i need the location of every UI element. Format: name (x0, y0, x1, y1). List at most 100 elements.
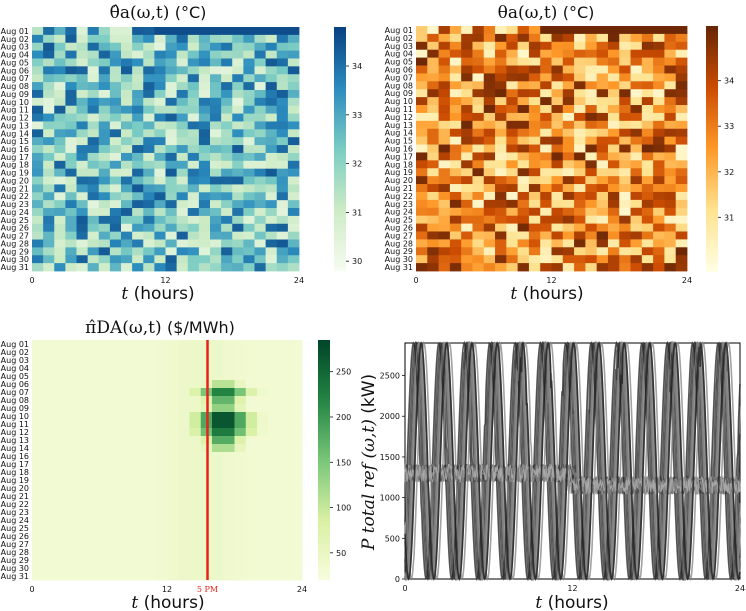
heatmap-cell (210, 137, 222, 146)
heatmap-cell (99, 532, 112, 541)
x-tick-label: 12 (160, 276, 170, 285)
heatmap-cell (243, 74, 255, 83)
heatmap-cell (143, 215, 155, 225)
heatmap-cell (472, 239, 485, 248)
heatmap-cell (76, 231, 89, 240)
heatmap-cell (461, 65, 473, 74)
heatmap-cell (54, 231, 66, 240)
heatmap-cell (210, 89, 222, 99)
heatmap-cell (268, 468, 280, 477)
series-line (404, 340, 741, 582)
heatmap-cell (132, 255, 144, 264)
heatmap-cell (54, 412, 67, 421)
heatmap-cell (562, 81, 575, 90)
heatmap-cell (232, 82, 244, 91)
heatmap-cell (32, 192, 44, 201)
heatmap-cell (143, 168, 155, 177)
heatmap-cell (109, 200, 122, 209)
heatmap-cell (607, 207, 620, 217)
heatmap-cell (438, 26, 451, 35)
heatmap-cell (210, 239, 222, 248)
heatmap-cell (165, 263, 178, 272)
heatmap-cell (32, 176, 44, 185)
heatmap-cell (596, 168, 609, 177)
heatmap-cell (495, 168, 507, 177)
heatmap-cell (167, 532, 179, 541)
row-label: Aug 23 (1, 508, 29, 517)
heatmap-cell (187, 34, 200, 44)
heatmap-cell (427, 247, 439, 256)
heatmap-cell (109, 82, 122, 91)
row-label: Aug 13 (385, 121, 413, 130)
heatmap-cell (109, 223, 122, 233)
heatmap-cell (234, 524, 247, 533)
heatmap-cell (517, 255, 530, 264)
heatmap-cell (562, 247, 575, 256)
heatmap-cell (132, 176, 144, 185)
heatmap-cell (121, 82, 133, 91)
heatmap-cell (245, 524, 258, 533)
y-tick-label: 1500 (380, 453, 400, 462)
heatmap-cell (187, 105, 200, 114)
heatmap-cell (232, 247, 244, 256)
heatmap-cell (234, 380, 247, 389)
heatmap-cell (540, 207, 552, 217)
heatmap-cell (234, 460, 247, 469)
heatmap-cell (110, 372, 123, 381)
row-label: Aug 31 (385, 263, 413, 272)
heatmap-cell (109, 255, 122, 264)
heatmap-cell (268, 364, 280, 373)
heatmap-cell (268, 476, 280, 485)
heatmap-cell (65, 572, 78, 581)
heatmap-cell (65, 160, 77, 170)
heatmap-cell (198, 66, 211, 75)
heatmap-cell (257, 572, 269, 581)
heatmap-cell (223, 460, 235, 469)
heatmap-cell (32, 556, 44, 565)
heatmap-cell (675, 81, 688, 90)
heatmap-cell (290, 460, 303, 469)
heatmap-cell (528, 128, 541, 138)
heatmap-cell (506, 41, 519, 51)
heatmap-cell (449, 223, 462, 232)
heatmap-cell (165, 137, 178, 146)
heatmap-cell (133, 460, 145, 469)
heatmap-cell (132, 223, 144, 233)
heatmap-cell (223, 540, 235, 549)
colorbar-tick-label: 31 (724, 213, 734, 222)
heatmap-cell (32, 89, 44, 99)
row-label: Aug 20 (1, 177, 29, 186)
heatmap-cell (641, 49, 654, 59)
heatmap-cell (210, 192, 222, 201)
row-label: Aug 31 (1, 263, 29, 272)
heatmap-cell (472, 97, 485, 106)
heatmap-cell (574, 49, 586, 59)
heatmap-cell (232, 97, 244, 107)
heatmap-cell (596, 105, 609, 114)
heatmap-cell (641, 128, 654, 138)
row-label: Aug 08 (1, 82, 29, 91)
heatmap-cell (165, 145, 178, 154)
heatmap-cell (438, 89, 451, 98)
heatmap-cell (438, 191, 451, 201)
heatmap-cell (287, 82, 300, 91)
heatmap-cell (495, 176, 507, 185)
heatmap-cell (472, 231, 485, 240)
heatmap-cell (574, 97, 586, 106)
heatmap-cell (167, 356, 179, 365)
heatmap-cell (221, 215, 233, 225)
heatmap-cell (223, 516, 235, 525)
heatmap-cell (461, 184, 473, 193)
heatmap-cell (221, 34, 233, 44)
heatmap-cell (189, 356, 202, 365)
heatmap-cell (483, 57, 496, 66)
heatmap-cell (110, 524, 123, 533)
row-label: Aug 19 (1, 169, 29, 178)
heatmap-cell (155, 444, 168, 453)
heatmap-cell (178, 572, 190, 581)
heatmap-cell (77, 460, 89, 469)
heatmap-cell (630, 255, 643, 264)
heatmap-cell (276, 50, 289, 59)
heatmap-cell (596, 263, 609, 272)
heatmap-cell (133, 556, 145, 565)
